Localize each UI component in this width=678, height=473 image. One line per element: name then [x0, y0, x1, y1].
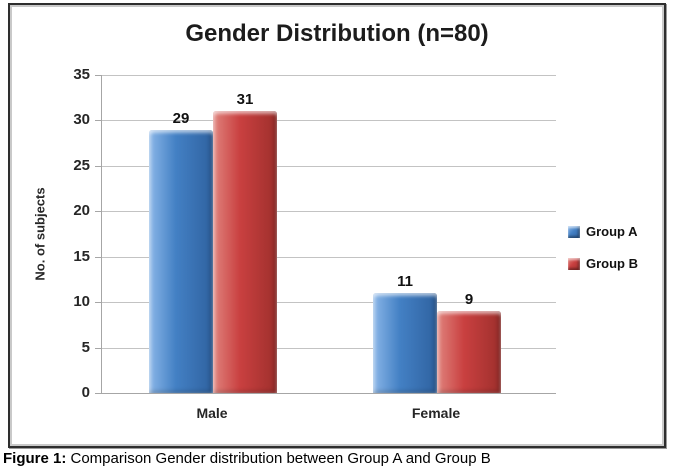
bar-value-label: 9 [464, 291, 474, 308]
y-tick-label: 20 [73, 202, 90, 220]
bar-value-label: 31 [236, 91, 254, 108]
gridline-y5 [102, 347, 556, 349]
legend-item-group-b: Group B [568, 256, 638, 271]
y-tick-label: 0 [81, 384, 90, 401]
y-tick-mark [95, 302, 101, 304]
gridline-y15 [102, 256, 556, 258]
legend-label: Group A [586, 224, 638, 239]
y-tick-label: 5 [81, 338, 90, 356]
x-axis-label-male: Male [196, 405, 228, 421]
y-tick-label: 15 [73, 247, 90, 265]
gridline-y20 [102, 211, 556, 213]
chart-title: Gender Distribution (n=80) [185, 20, 489, 47]
legend: Group A Group B [568, 224, 638, 288]
y-tick-mark [95, 120, 101, 122]
caption-text: Comparison Gender distribution between G… [66, 450, 491, 467]
bar-group-a-male [149, 130, 213, 393]
legend-marker-icon [568, 257, 580, 270]
y-tick-label: 25 [73, 156, 90, 174]
legend-item-group-a: Group A [568, 224, 638, 239]
y-tick-mark [95, 256, 101, 258]
chart-frame [8, 3, 666, 448]
gridline-y25 [102, 165, 556, 167]
gridline-y30 [102, 120, 556, 122]
caption-label: Figure 1: [3, 450, 67, 467]
y-tick-label: 30 [73, 111, 90, 129]
y-tick-mark [95, 211, 101, 213]
plot-area: 29 31 11 9 [101, 75, 556, 394]
y-tick-mark [95, 347, 101, 349]
gridline-y10 [102, 302, 556, 304]
legend-marker-icon [568, 225, 580, 238]
bar-group-b-female [437, 311, 501, 393]
y-tick-mark [95, 75, 101, 76]
figure-caption: Figure 1: Comparison Gender distribution… [3, 450, 675, 467]
bar-value-label: 11 [397, 273, 413, 290]
gridline-y35 [102, 75, 556, 76]
y-tick-mark [95, 393, 101, 394]
legend-label: Group B [586, 256, 638, 271]
bar-group-b-male [213, 111, 277, 393]
bar-group-a-female [373, 293, 437, 393]
y-tick-label: 10 [73, 293, 90, 311]
y-tick-label: 35 [73, 66, 90, 83]
bar-value-label: 29 [172, 110, 190, 127]
x-axis-label-female: Female [411, 405, 461, 421]
y-tick-mark [95, 165, 101, 167]
